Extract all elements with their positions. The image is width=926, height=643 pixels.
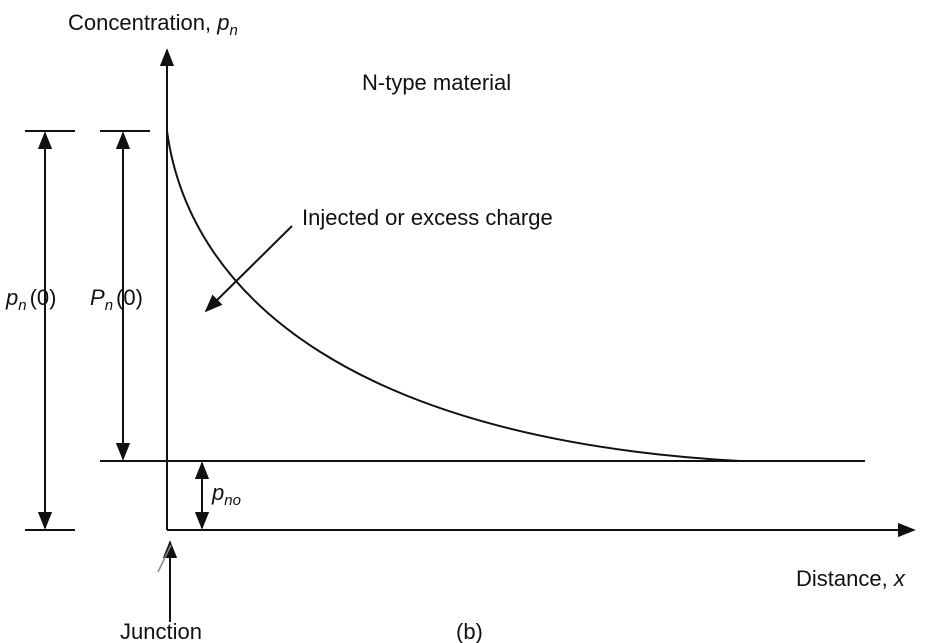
title: N-type material <box>362 70 511 95</box>
y-axis-label: Concentration, pn <box>68 10 238 39</box>
concentration-curve <box>166 130 741 462</box>
left-dimension-label: pn (0) <box>5 285 56 314</box>
junction-label: Junction <box>120 619 202 643</box>
caption: (b) <box>456 619 483 643</box>
inner-dimension-label: Pn (0) <box>90 285 143 314</box>
junction-mark <box>157 544 172 573</box>
annotation-arrow <box>204 225 293 313</box>
annotation: Injected or excess charge <box>302 205 553 230</box>
baseline-dimension-label: pno <box>211 480 241 509</box>
x-axis-label: Distance, x <box>796 566 906 591</box>
